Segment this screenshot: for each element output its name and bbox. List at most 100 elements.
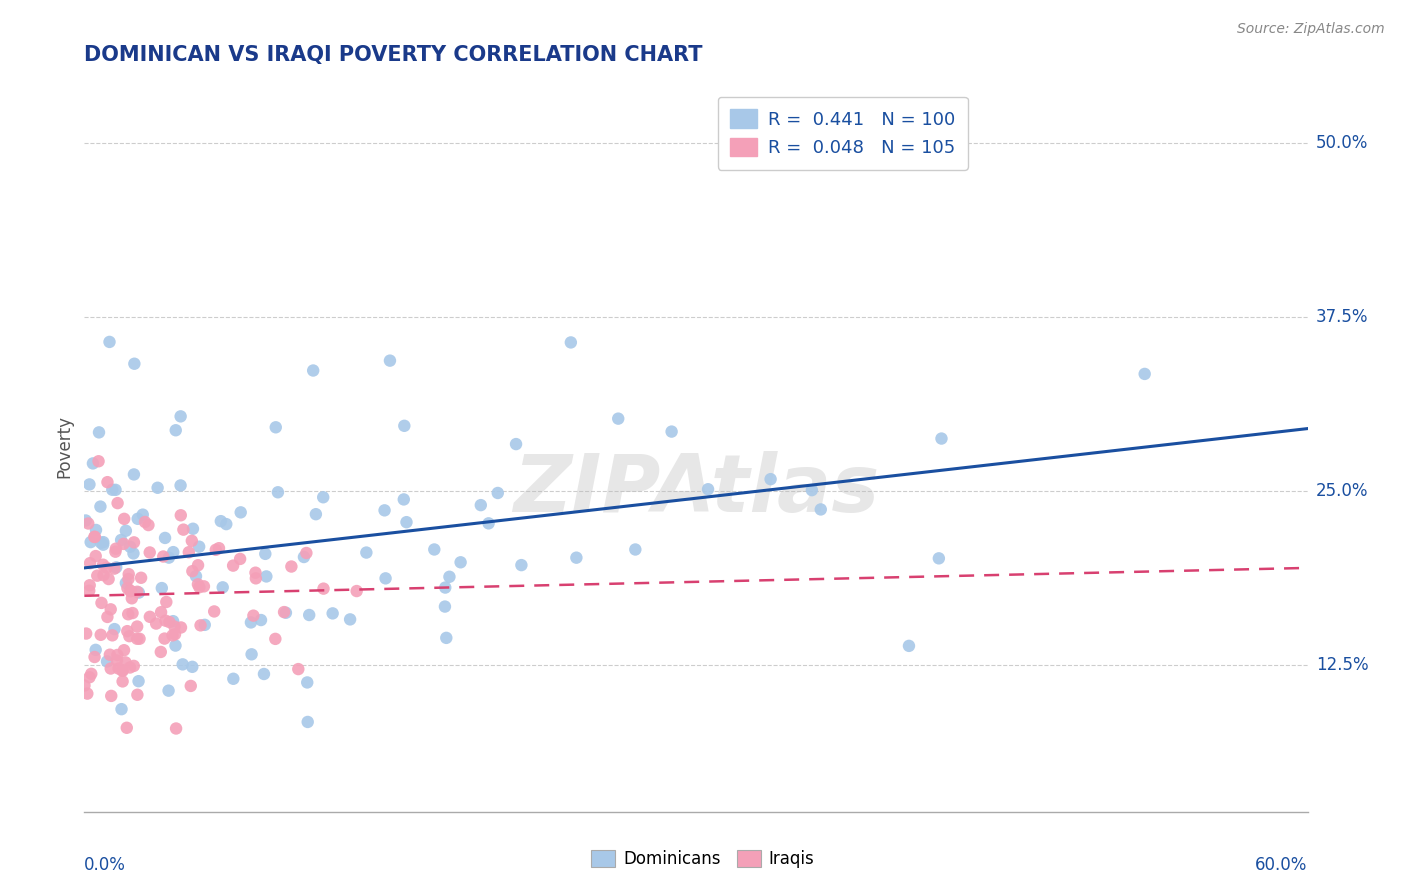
Point	[101, 483, 124, 497]
Point	[157, 550, 180, 565]
Point	[239, 615, 262, 630]
Point	[146, 481, 169, 495]
Point	[202, 604, 225, 618]
Point	[287, 662, 309, 676]
Point	[127, 619, 149, 633]
Point	[111, 663, 134, 677]
Point	[96, 561, 118, 575]
Point	[264, 420, 287, 434]
Point	[434, 581, 457, 595]
Point	[172, 657, 194, 672]
Point	[77, 583, 100, 598]
Point	[305, 507, 328, 521]
Point	[120, 540, 142, 554]
Point	[624, 542, 647, 557]
Point	[100, 689, 122, 703]
Point	[117, 607, 139, 622]
Point	[79, 477, 101, 491]
Point	[127, 584, 149, 599]
Point	[177, 545, 200, 559]
Point	[104, 544, 127, 558]
Point	[931, 432, 953, 446]
Point	[111, 664, 134, 678]
Point	[150, 581, 173, 595]
Legend: R =  0.441   N = 100, R =  0.048   N = 105: R = 0.441 N = 100, R = 0.048 N = 105	[717, 96, 967, 169]
Point	[190, 618, 212, 632]
Y-axis label: Poverty: Poverty	[55, 415, 73, 477]
Text: 50.0%: 50.0%	[1316, 134, 1368, 152]
Point	[374, 503, 396, 517]
Point	[245, 571, 267, 585]
Point	[187, 558, 209, 573]
Point	[103, 622, 125, 636]
Point	[165, 639, 187, 653]
Point	[75, 626, 97, 640]
Point	[253, 667, 276, 681]
Text: 37.5%: 37.5%	[1316, 308, 1368, 326]
Point	[128, 585, 150, 599]
Point	[505, 437, 527, 451]
Point	[215, 517, 238, 532]
Point	[153, 531, 176, 545]
Text: 12.5%: 12.5%	[1316, 657, 1368, 674]
Point	[117, 624, 139, 639]
Point	[128, 632, 150, 646]
Point	[127, 688, 149, 702]
Point	[86, 568, 108, 582]
Point	[312, 490, 335, 504]
Point	[104, 483, 127, 497]
Point	[394, 418, 416, 433]
Point	[122, 546, 145, 560]
Point	[169, 409, 191, 424]
Point	[607, 411, 630, 425]
Point	[209, 514, 232, 528]
Point	[112, 512, 135, 526]
Point	[439, 570, 461, 584]
Point	[105, 648, 128, 662]
Point	[184, 569, 207, 583]
Point	[928, 551, 950, 566]
Point	[181, 660, 204, 674]
Point	[295, 546, 318, 560]
Point	[105, 560, 128, 574]
Point	[82, 457, 104, 471]
Point	[79, 556, 101, 570]
Point	[273, 605, 295, 619]
Text: 60.0%: 60.0%	[1256, 855, 1308, 873]
Point	[486, 486, 509, 500]
Point	[112, 537, 135, 551]
Point	[110, 702, 132, 716]
Point	[170, 620, 193, 634]
Point	[122, 659, 145, 673]
Point	[172, 523, 194, 537]
Point	[162, 545, 184, 559]
Point	[100, 661, 122, 675]
Point	[124, 357, 146, 371]
Point	[155, 595, 177, 609]
Point	[122, 467, 145, 482]
Point	[122, 535, 145, 549]
Point	[470, 498, 492, 512]
Point	[107, 661, 129, 675]
Point	[127, 512, 149, 526]
Point	[79, 535, 101, 549]
Point	[204, 542, 226, 557]
Point	[187, 577, 209, 591]
Point	[117, 572, 139, 586]
Point	[162, 614, 184, 628]
Point	[114, 656, 136, 670]
Point	[897, 639, 920, 653]
Point	[155, 614, 177, 628]
Point	[98, 648, 121, 662]
Point	[145, 616, 167, 631]
Point	[250, 613, 273, 627]
Point	[75, 514, 97, 528]
Point	[96, 475, 118, 490]
Point	[433, 599, 456, 614]
Point	[103, 561, 125, 575]
Point	[356, 545, 378, 559]
Point	[346, 584, 368, 599]
Point	[565, 550, 588, 565]
Point	[181, 522, 204, 536]
Point	[374, 571, 396, 585]
